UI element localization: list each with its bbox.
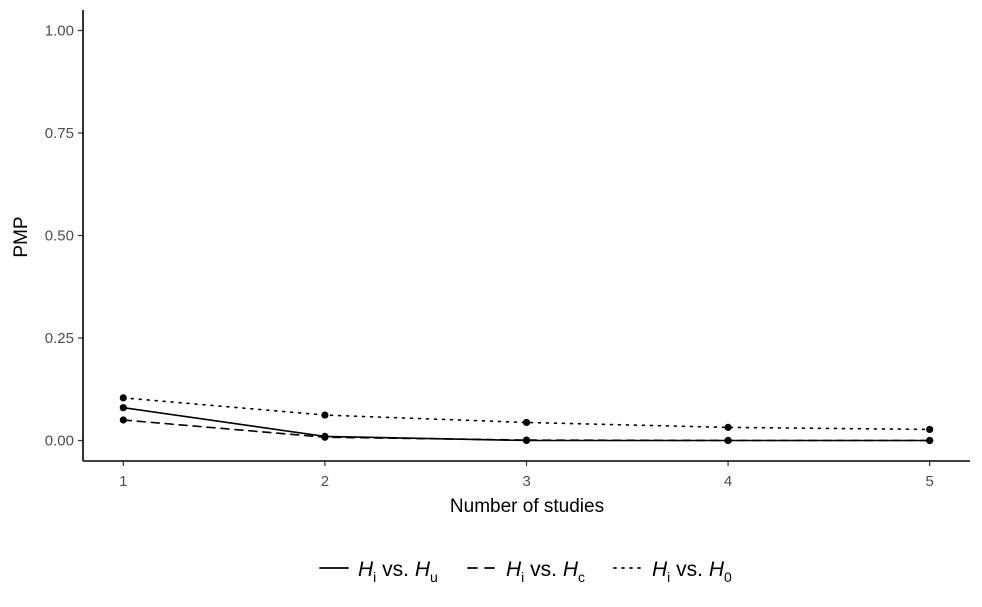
data-point xyxy=(321,433,329,441)
y-tick-label: 1.00 xyxy=(45,23,74,40)
series-line-3 xyxy=(122,397,931,431)
data-point xyxy=(119,394,127,402)
data-point xyxy=(724,436,732,445)
y-tick-label: 0.75 xyxy=(45,125,74,142)
y-axis-ticks: 0.00 0.25 0.50 0.75 1.00 xyxy=(45,23,83,450)
y-tick-label: 0.50 xyxy=(45,228,74,245)
series-points xyxy=(119,394,934,445)
x-tick-label: 1 xyxy=(119,473,127,490)
x-tick-label: 5 xyxy=(926,473,934,490)
data-point xyxy=(724,423,732,431)
legend: Hi vs. Hu Hi vs. Hc Hi vs. H0 xyxy=(319,558,732,585)
legend-label-2: Hi vs. Hc xyxy=(506,558,585,585)
data-point xyxy=(926,436,934,445)
x-tick-label: 2 xyxy=(321,473,329,490)
data-point xyxy=(321,411,329,419)
data-point xyxy=(119,404,127,412)
x-axis-title: Number of studies xyxy=(450,496,604,517)
data-point xyxy=(926,425,934,434)
y-tick-label: 0.25 xyxy=(45,330,74,347)
x-tick-label: 3 xyxy=(522,473,530,490)
x-axis-ticks: 1 2 3 4 5 xyxy=(119,461,934,490)
legend-label-3: Hi vs. H0 xyxy=(652,558,732,585)
x-tick-label: 4 xyxy=(724,473,732,490)
series-line-2 xyxy=(122,419,931,442)
data-point xyxy=(119,416,127,424)
legend-label-1: Hi vs. Hu xyxy=(358,558,438,585)
y-axis-title: PMP xyxy=(11,216,32,257)
data-point xyxy=(522,436,531,444)
y-tick-label: 0.00 xyxy=(45,433,74,450)
data-point xyxy=(522,418,531,427)
